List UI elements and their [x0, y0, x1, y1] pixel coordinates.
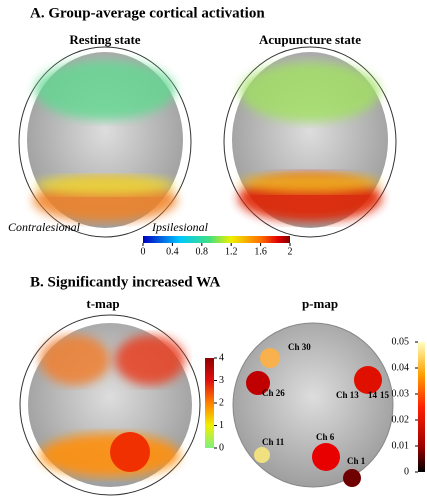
side-label: Contralesional: [8, 220, 81, 234]
channel-label: Ch 1: [347, 456, 366, 466]
tick-label: 4: [219, 352, 224, 363]
tick-label: 1.6: [254, 246, 267, 257]
tick-label: 3: [219, 375, 224, 386]
tick-label: 0.02: [392, 414, 410, 425]
label: Acupuncture state: [259, 32, 361, 47]
brain-acu: [224, 47, 396, 237]
figure: A. Group-average cortical activation Res…: [0, 0, 427, 502]
tick-label: 0.01: [392, 440, 410, 451]
label: t-map: [86, 296, 119, 311]
tick-label: 0.4: [166, 246, 179, 257]
colorbar: [418, 342, 425, 472]
channel-label: Ch 11: [262, 437, 285, 447]
tick-label: 0: [404, 466, 409, 477]
side-label: Ipsilesional: [151, 220, 209, 234]
channel-label: Ch 30: [288, 342, 311, 352]
tick-label: 2: [219, 397, 224, 408]
channel-label: Ch 13: [336, 390, 359, 400]
tick-label: 0.03: [392, 388, 410, 399]
tick-label: 0: [141, 246, 146, 257]
tick-label: 1: [219, 420, 224, 431]
tick-label: 1.2: [225, 246, 238, 257]
label: p-map: [302, 296, 338, 311]
channel-label: 15: [380, 390, 390, 400]
channel-label: Ch 6: [316, 432, 335, 442]
colorbar: [143, 236, 290, 243]
label: Resting state: [69, 32, 140, 47]
channel-label: Ch 26: [262, 388, 285, 398]
panel-a: A. Group-average cortical activation Res…: [8, 5, 396, 243]
tick-label: 2: [288, 246, 293, 257]
title: A. Group-average cortical activation: [30, 5, 265, 21]
brain-p: [233, 323, 393, 487]
tick-label: 0: [219, 442, 224, 453]
tick-label: 0.04: [392, 362, 410, 373]
channel-label: 14: [368, 390, 378, 400]
tick-label: 0.8: [196, 246, 209, 257]
brain-rest: [19, 47, 191, 237]
brain-t: [20, 315, 200, 495]
colorbar: [205, 358, 214, 448]
tick-label: 0.05: [392, 336, 410, 347]
title: B. Significantly increased WA: [30, 274, 220, 290]
